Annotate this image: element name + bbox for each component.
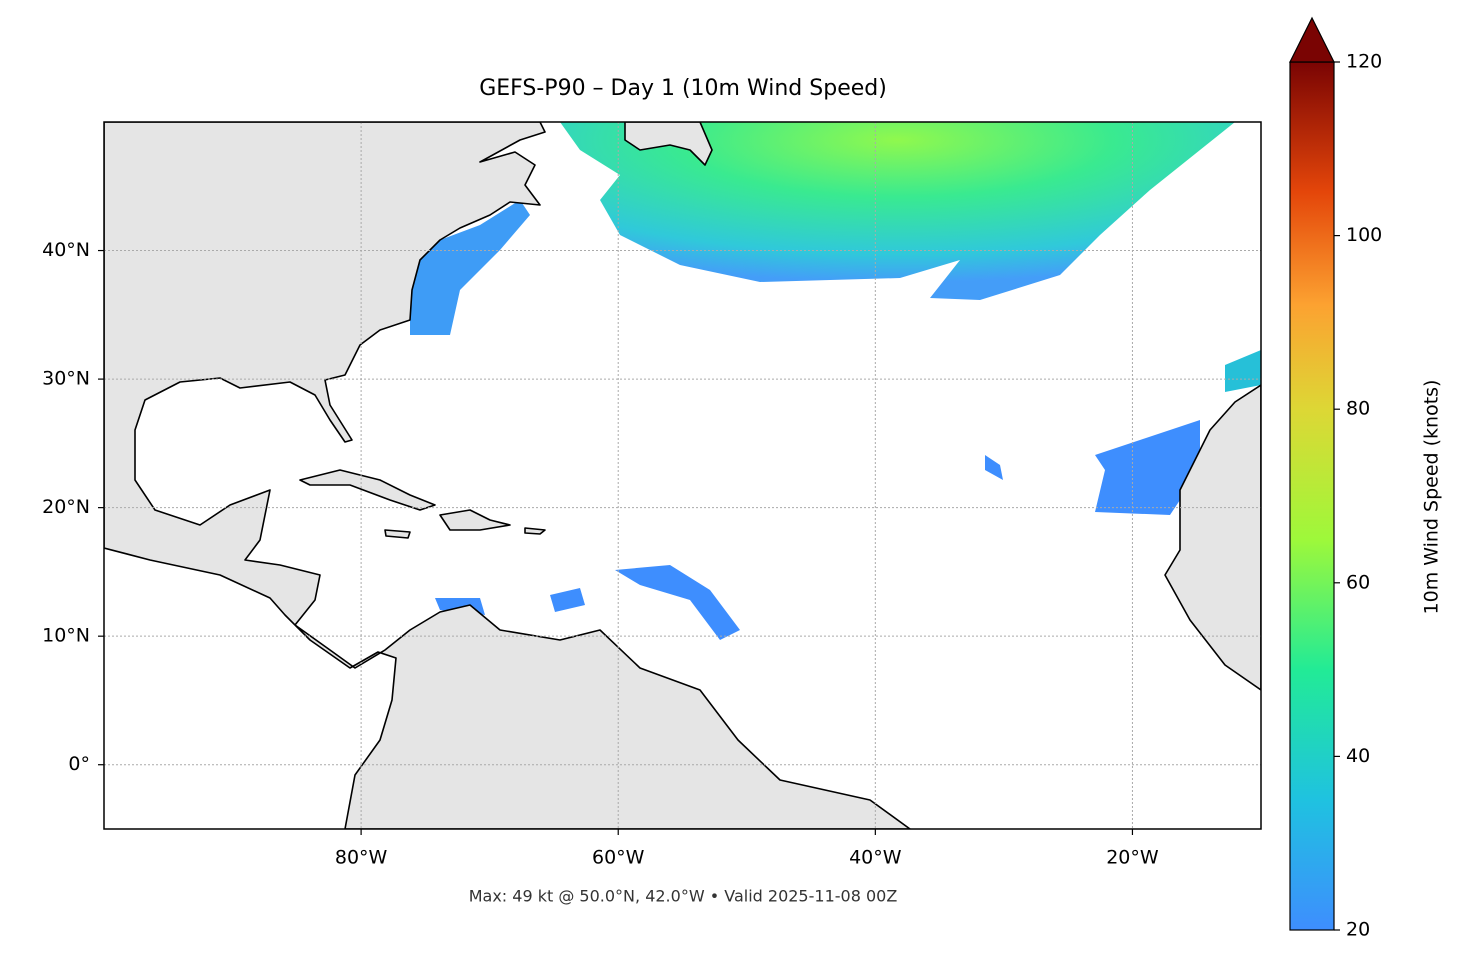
y-tick-label: 0° xyxy=(68,753,90,775)
land xyxy=(384,527,546,539)
x-tick-label: 80°W xyxy=(335,847,388,869)
wind-field xyxy=(560,122,1235,300)
grid xyxy=(104,122,1261,829)
x-tick-label: 60°W xyxy=(592,847,645,869)
land xyxy=(1164,384,1261,691)
map-frame xyxy=(103,121,1262,830)
wind-field xyxy=(1095,420,1200,515)
colorbar-tick-label: 20 xyxy=(1346,919,1370,941)
land xyxy=(624,122,713,166)
map-layer xyxy=(104,122,1261,829)
x-tick-label: 40°W xyxy=(849,847,902,869)
land xyxy=(299,469,436,511)
colorbar-tick-label: 80 xyxy=(1346,398,1370,420)
colorbar-label: 10m Wind Speed (knots) xyxy=(1421,380,1443,615)
y-tick-label: 20°N xyxy=(42,496,90,518)
colorbar-tick-label: 60 xyxy=(1346,571,1370,593)
colorbar-extend xyxy=(1289,16,1335,63)
wind-field xyxy=(435,455,1003,640)
title: GEFS-P90 – Day 1 (10m Wind Speed) xyxy=(479,76,887,101)
footer: Max: 49 kt @ 50.0°N, 42.0°W • Valid 2025… xyxy=(469,887,898,906)
y-tick-label: 30°N xyxy=(42,368,90,390)
land xyxy=(104,122,911,829)
wind-field xyxy=(410,200,530,335)
wind-field xyxy=(1225,350,1261,392)
colorbar-tick-label: 120 xyxy=(1346,51,1382,73)
colorbar-tick-label: 100 xyxy=(1346,224,1382,246)
x-tick-label: 20°W xyxy=(1106,847,1159,869)
colorbar-tick-label: 40 xyxy=(1346,745,1370,767)
y-tick-label: 10°N xyxy=(42,625,90,647)
colorbar xyxy=(1289,61,1335,931)
y-tick-label: 40°N xyxy=(42,239,90,261)
land xyxy=(439,509,511,531)
